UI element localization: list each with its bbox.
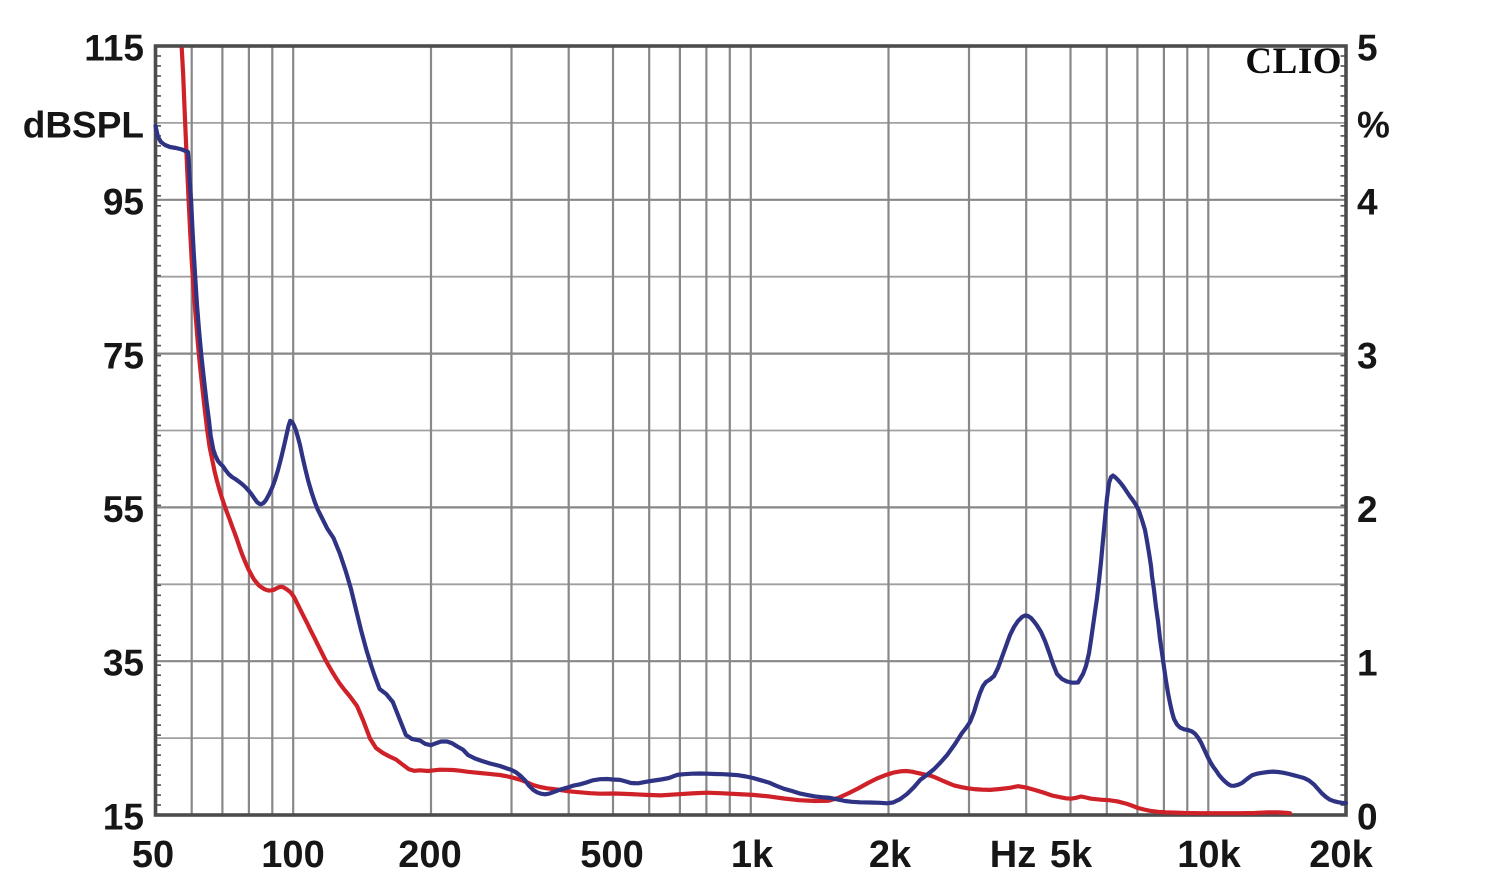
svg-text:2k: 2k [869, 834, 912, 876]
svg-text:0: 0 [1357, 797, 1378, 838]
svg-text:1k: 1k [731, 834, 774, 876]
svg-text:CLIO: CLIO [1245, 41, 1342, 82]
svg-text:2: 2 [1357, 489, 1378, 530]
svg-text:55: 55 [103, 489, 144, 530]
svg-text:15: 15 [103, 797, 144, 838]
svg-text:100: 100 [261, 834, 324, 876]
svg-text:500: 500 [580, 834, 643, 876]
svg-text:35: 35 [103, 643, 144, 684]
svg-text:%: % [1357, 105, 1390, 146]
svg-text:200: 200 [398, 834, 461, 876]
svg-text:4: 4 [1357, 182, 1378, 223]
svg-text:5: 5 [1357, 28, 1378, 69]
svg-text:75: 75 [103, 335, 144, 376]
svg-text:Hz: Hz [990, 834, 1036, 876]
svg-text:95: 95 [103, 182, 144, 223]
svg-text:115: 115 [84, 28, 144, 69]
svg-text:50: 50 [132, 834, 174, 876]
svg-text:1: 1 [1357, 643, 1378, 684]
svg-text:5k: 5k [1050, 834, 1093, 876]
svg-text:dBSPL: dBSPL [23, 105, 144, 146]
svg-text:10k: 10k [1177, 834, 1241, 876]
svg-text:3: 3 [1357, 335, 1378, 376]
svg-text:20k: 20k [1309, 834, 1373, 876]
